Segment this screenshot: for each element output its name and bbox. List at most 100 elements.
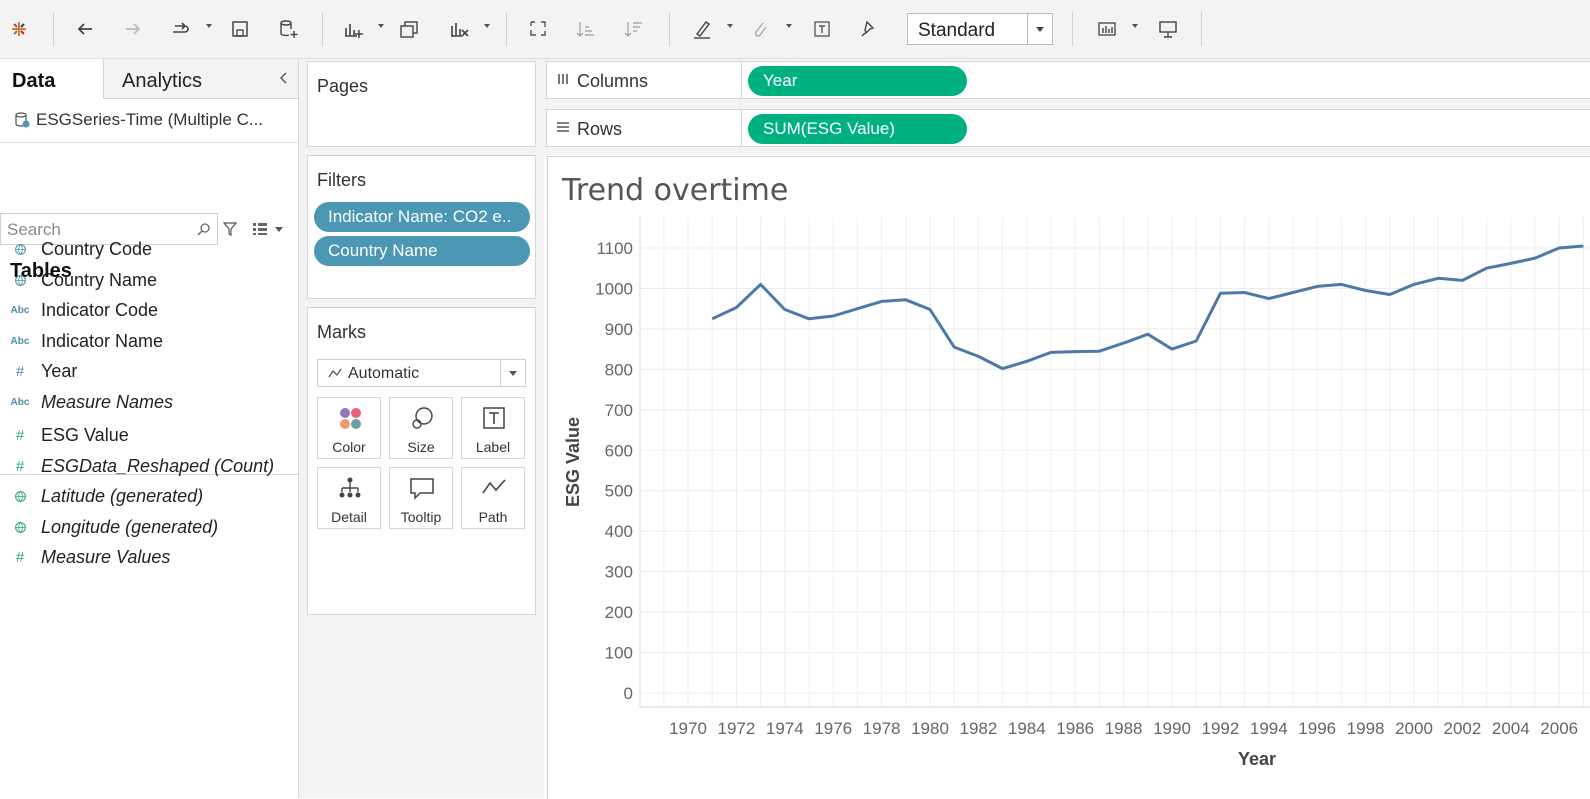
chevron-left-icon[interactable] <box>278 71 290 85</box>
pages-card[interactable]: Pages <box>307 61 536 147</box>
y-tick-label: 500 <box>605 482 633 501</box>
search-box[interactable] <box>0 213 218 245</box>
duplicate-sheet-icon[interactable] <box>396 16 422 42</box>
field-label: Indicator Code <box>41 300 159 320</box>
back-icon[interactable] <box>72 16 98 42</box>
field-measure-names[interactable]: Abc Measure Names <box>0 387 298 417</box>
field-measure-values[interactable]: # Measure Values <box>0 542 298 572</box>
filters-card[interactable]: Filters Indicator Name: CO2 e.. Country … <box>307 155 536 299</box>
mark-path-button[interactable]: Path <box>461 467 525 529</box>
divider <box>0 474 298 475</box>
rows-shelf[interactable]: Rows SUM(ESG Value) <box>546 109 1590 147</box>
new-datasource-icon[interactable] <box>275 16 301 42</box>
color-icon <box>340 408 361 429</box>
globe-icon <box>12 241 28 257</box>
y-tick-label: 700 <box>605 401 633 420</box>
globe-icon <box>12 488 28 504</box>
field-esg-value[interactable]: # ESG Value <box>0 420 298 450</box>
columns-shelf[interactable]: Columns Year <box>546 61 1590 99</box>
view-options-icon[interactable] <box>252 222 268 236</box>
sort-descending-icon[interactable] <box>621 16 647 42</box>
abc-icon: Abc <box>10 304 30 316</box>
chevron-down-icon[interactable] <box>275 227 283 232</box>
marks-card: Marks Automatic Color Size Label Detail … <box>307 307 536 615</box>
marks-type-select[interactable]: Automatic <box>317 359 526 387</box>
field-esgdata-reshaped-count[interactable]: # ESGData_Reshaped (Count) <box>0 451 298 481</box>
chevron-down-icon[interactable] <box>1027 14 1052 44</box>
field-label: Measure Names <box>41 392 174 412</box>
tab-data[interactable]: Data <box>0 59 103 99</box>
filter-icon[interactable] <box>222 221 238 237</box>
marks-type-value: Automatic <box>348 365 420 382</box>
series-line[interactable] <box>711 244 1584 371</box>
columns-pill-year[interactable]: Year <box>748 66 967 96</box>
field-year[interactable]: # Year <box>0 356 298 386</box>
field-label: Measure Values <box>41 547 171 567</box>
chevron-down-icon[interactable] <box>500 360 525 386</box>
x-tick-label: 2000 <box>1395 719 1433 738</box>
forward-icon[interactable] <box>120 16 146 42</box>
field-indicator-code[interactable]: Abc Indicator Code <box>0 295 298 325</box>
datasource-name: ESGSeries-Time (Multiple C... <box>36 110 264 129</box>
field-country-code[interactable]: Country Code <box>0 234 298 264</box>
datasource-item[interactable]: ESGSeries-Time (Multiple C... <box>14 109 294 133</box>
tab-analytics[interactable]: Analytics <box>103 59 298 99</box>
filter-pill-country-name[interactable]: Country Name <box>314 236 530 266</box>
x-tick-label: 1998 <box>1347 719 1385 738</box>
group-icon[interactable] <box>747 16 773 42</box>
mark-color-button[interactable]: Color <box>317 397 381 459</box>
x-tick-label: 1974 <box>766 719 804 738</box>
datasource-icon <box>15 112 30 128</box>
x-tick-label: 1990 <box>1153 719 1191 738</box>
x-tick-label: 2004 <box>1492 719 1530 738</box>
tableau-logo-icon[interactable] <box>6 16 32 42</box>
mark-detail-button[interactable]: Detail <box>317 467 381 529</box>
sort-ascending-icon[interactable] <box>573 16 599 42</box>
line-chart[interactable]: 0 100 200 300 400 500 600 700 800 900 1000 1100 1970… <box>548 157 1590 799</box>
field-label: Country Code <box>41 239 153 259</box>
columns-shelf-label: Columns <box>547 62 742 98</box>
field-indicator-name[interactable]: Abc Indicator Name <box>0 326 298 356</box>
swap-rows-columns-icon[interactable] <box>525 16 551 42</box>
search-icon[interactable] <box>197 222 211 236</box>
field-latitude[interactable]: Latitude (generated) <box>0 481 298 511</box>
mark-size-button[interactable]: Size <box>389 397 453 459</box>
field-label: ESGData_Reshaped (Count) <box>41 456 275 476</box>
new-worksheet-icon[interactable] <box>340 16 366 42</box>
x-tick-label: 2006 <box>1540 719 1578 738</box>
x-tick-label: 1978 <box>863 719 901 738</box>
rows-pill-esg-value[interactable]: SUM(ESG Value) <box>748 114 967 144</box>
path-icon <box>482 479 506 494</box>
divider <box>0 142 298 143</box>
abc-icon: Abc <box>10 396 30 408</box>
mark-button-label: Size <box>407 439 435 455</box>
y-tick-label: 600 <box>605 441 633 460</box>
x-tick-label: 1994 <box>1250 719 1288 738</box>
show-mark-labels-icon[interactable] <box>809 16 835 42</box>
fit-select-value: Standard <box>918 20 996 41</box>
field-longitude[interactable]: Longitude (generated) <box>0 512 298 542</box>
save-icon[interactable] <box>227 16 253 42</box>
x-tick-label: 1996 <box>1298 719 1336 738</box>
y-tick-label: 800 <box>605 360 633 379</box>
clear-sheet-icon[interactable] <box>446 16 472 42</box>
redo-icon[interactable] <box>167 16 193 42</box>
line-mark-icon <box>328 368 342 378</box>
show-me-icon[interactable] <box>1094 16 1120 42</box>
mark-label-button[interactable]: Label <box>461 397 525 459</box>
y-tick-label: 300 <box>605 563 633 582</box>
y-tick-label: 200 <box>605 603 633 622</box>
filter-pill-indicator-name[interactable]: Indicator Name: CO2 e.. <box>314 202 530 232</box>
field-country-name[interactable]: Country Name <box>0 265 298 295</box>
mark-tooltip-button[interactable]: Tooltip <box>389 467 453 529</box>
cards-column: Pages Filters Indicator Name: CO2 e.. Co… <box>299 59 544 798</box>
viz-area: Trend overtime 0 100 200 300 400 500 600 700 800… <box>547 156 1590 799</box>
fix-axes-icon[interactable] <box>856 16 882 42</box>
highlight-icon[interactable] <box>689 16 715 42</box>
search-input[interactable] <box>5 218 189 242</box>
fit-select[interactable]: Standard <box>907 13 1053 45</box>
toolbar: Standard <box>0 0 1590 59</box>
tooltip-icon <box>410 478 434 500</box>
mark-button-label: Color <box>332 439 366 455</box>
presentation-mode-icon[interactable] <box>1155 16 1181 42</box>
